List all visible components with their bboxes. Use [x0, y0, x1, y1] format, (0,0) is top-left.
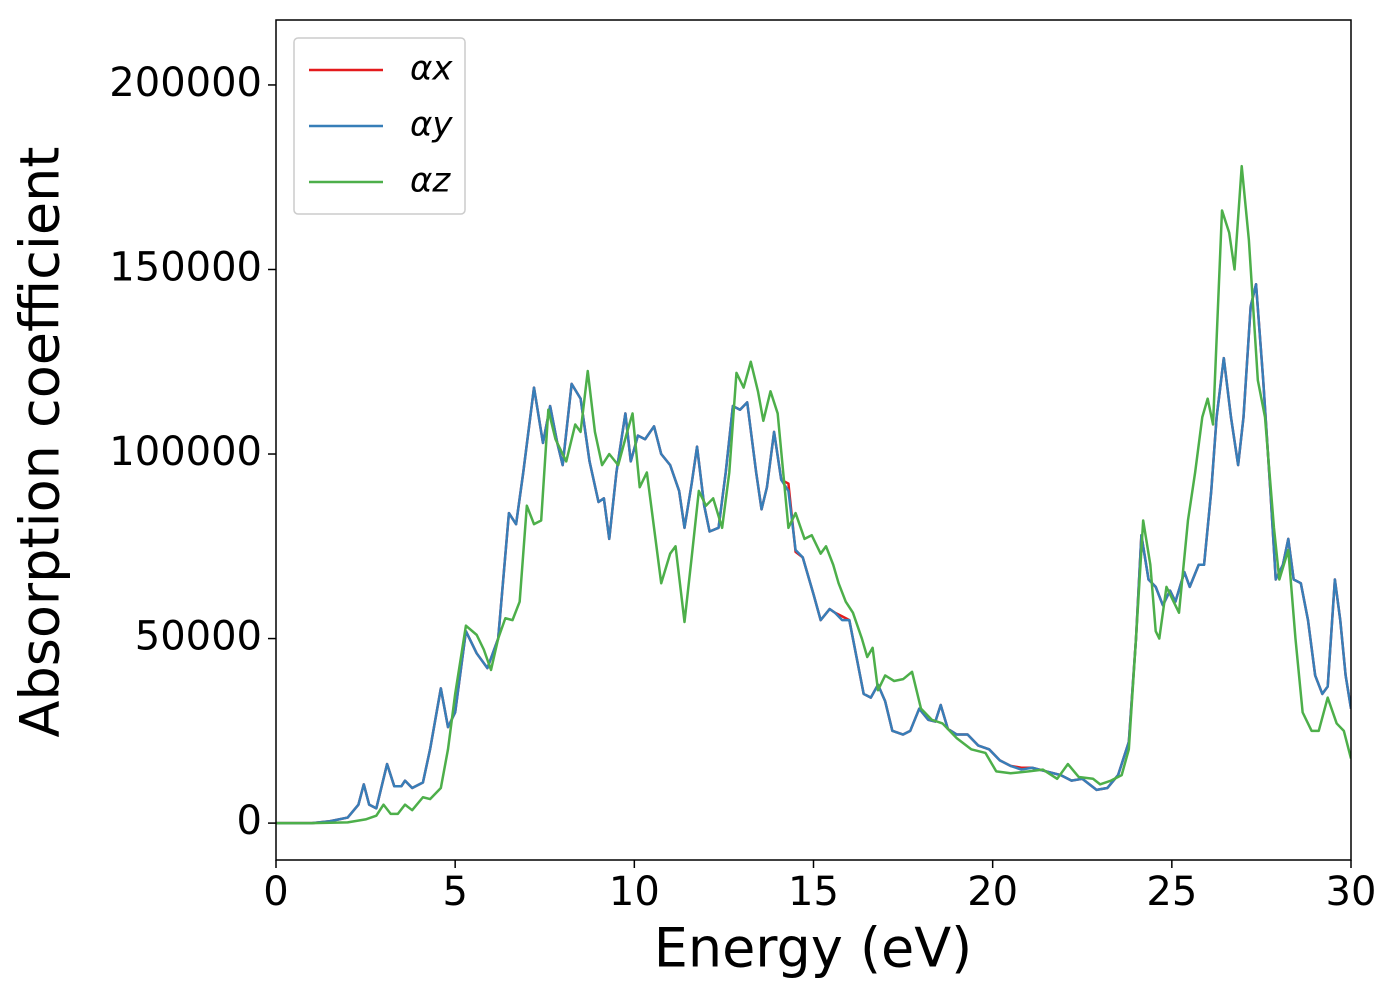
series-line [276, 164, 1351, 825]
legend: αx αy αz [293, 37, 466, 215]
x-tick-label: 10 [609, 869, 660, 915]
y-tick-label: 0 [237, 798, 262, 844]
x-axis-label: Energy (eV) [654, 917, 973, 980]
y-axis-label: Absorption coefficient [9, 147, 72, 738]
y-tick-label: 100000 [109, 429, 262, 475]
x-tick-label: 20 [967, 869, 1018, 915]
y-tick-label: 50000 [135, 614, 262, 660]
series-line [276, 283, 1351, 825]
legend-label: αz [410, 161, 451, 201]
x-tick-label: 5 [442, 869, 467, 915]
y-tick-label: 150000 [109, 244, 262, 290]
legend-label: αy [410, 105, 453, 145]
y-tick-label: 200000 [109, 60, 262, 106]
x-tick-label: 30 [1326, 869, 1377, 915]
legend-label: αx [410, 49, 453, 89]
x-tick-label: 0 [263, 869, 288, 915]
x-tick-label: 15 [788, 869, 839, 915]
plot-frame [275, 19, 1352, 861]
x-tick-label: 25 [1146, 869, 1197, 915]
